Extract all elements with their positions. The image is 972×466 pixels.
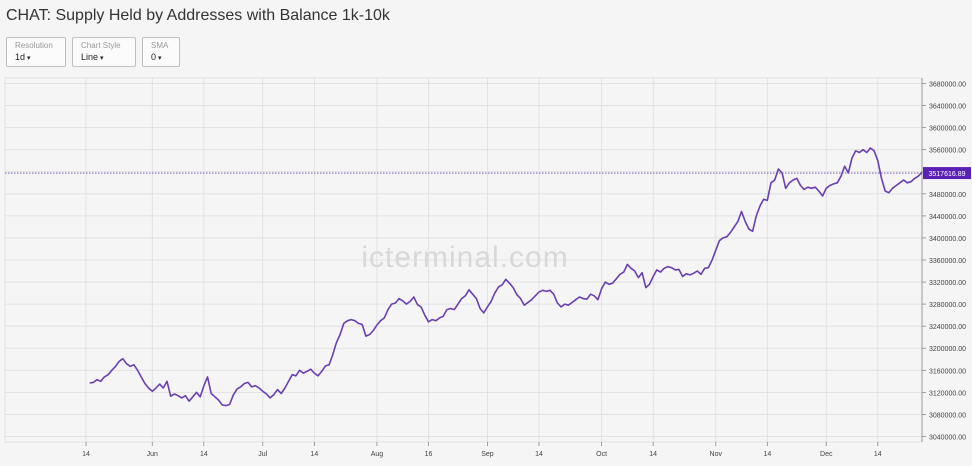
x-tick-label: Sep <box>481 451 494 458</box>
x-tick-label: 14 <box>82 451 90 458</box>
x-tick-label: 14 <box>310 451 318 458</box>
y-tick-label: 3440000.00 <box>929 214 966 221</box>
series-line[interactable] <box>89 147 923 407</box>
y-tick-label: 3480000.00 <box>929 192 966 199</box>
x-tick-label: Nov <box>710 451 723 458</box>
x-tick-label: 14 <box>649 451 657 458</box>
y-tick-label: 3240000.00 <box>929 324 966 331</box>
y-tick-label: 3400000.00 <box>929 236 966 243</box>
x-tick-label: 14 <box>200 451 208 458</box>
chart-style-value: Line <box>81 52 135 62</box>
x-tick-label: Jul <box>258 451 267 458</box>
y-tick-label: 3080000.00 <box>929 412 966 419</box>
resolution-label: Resolution <box>15 41 53 50</box>
x-tick-label: Aug <box>371 451 384 458</box>
y-tick-label: 3320000.00 <box>929 280 966 287</box>
chart-title: CHAT: Supply Held by Addresses with Bala… <box>6 7 390 24</box>
x-tick-label: 14 <box>874 451 882 458</box>
y-tick-label: 3680000.00 <box>929 82 966 89</box>
sma-dropdown[interactable]: SMA 0 <box>142 37 180 67</box>
x-tick-label: 14 <box>535 451 543 458</box>
x-tick-label: 14 <box>763 451 771 458</box>
current-value-label: 3517616.89 <box>929 171 966 178</box>
y-tick-label: 3560000.00 <box>929 148 966 155</box>
sma-label: SMA <box>151 41 169 50</box>
y-tick-label: 3040000.00 <box>929 434 966 441</box>
y-tick-label: 3600000.00 <box>929 126 966 133</box>
resolution-value: 1d <box>15 52 65 62</box>
y-tick-label: 3360000.00 <box>929 258 966 265</box>
chart-style-label: Chart Style <box>81 41 121 50</box>
y-tick-label: 3160000.00 <box>929 368 966 375</box>
x-tick-label: Jun <box>147 451 158 458</box>
y-tick-label: 3120000.00 <box>929 390 966 397</box>
y-tick-label: 3200000.00 <box>929 346 966 353</box>
current-value-badge <box>923 167 971 180</box>
resolution-dropdown[interactable]: Resolution 1d <box>6 37 66 67</box>
chart-style-dropdown[interactable]: Chart Style Line <box>72 37 136 67</box>
x-tick-label: 16 <box>425 451 433 458</box>
x-tick-label: Dec <box>820 451 833 458</box>
watermark: icterminal.com <box>361 241 568 274</box>
y-tick-label: 3640000.00 <box>929 104 966 111</box>
y-tick-label: 3280000.00 <box>929 302 966 309</box>
sma-value: 0 <box>151 52 179 62</box>
x-tick-label: Oct <box>596 451 607 458</box>
